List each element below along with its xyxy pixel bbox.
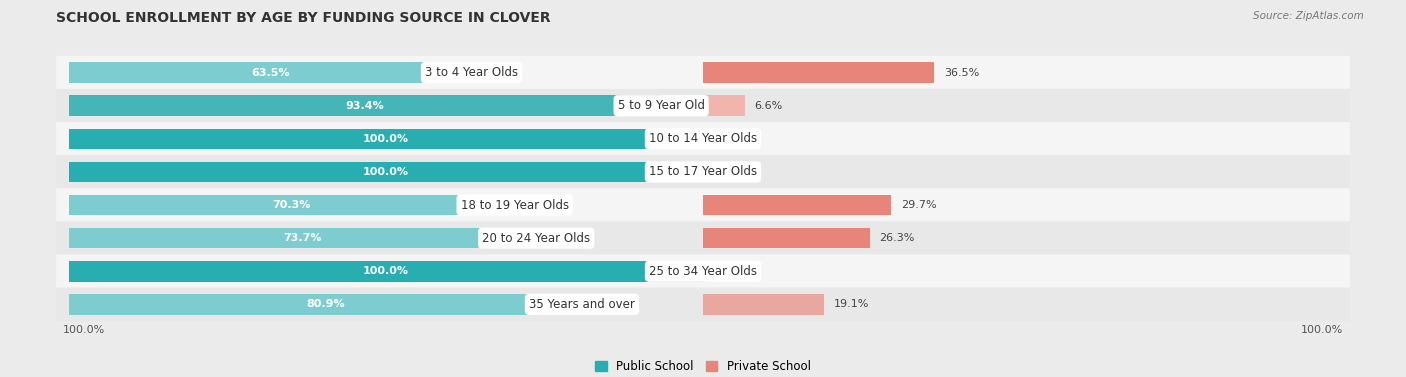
Bar <box>703 195 891 215</box>
Bar <box>69 95 661 116</box>
FancyBboxPatch shape <box>56 122 1350 156</box>
Text: 100.0%: 100.0% <box>363 134 409 144</box>
FancyBboxPatch shape <box>56 288 1350 321</box>
Text: 100.0%: 100.0% <box>363 167 409 177</box>
Legend: Public School, Private School: Public School, Private School <box>591 356 815 377</box>
FancyBboxPatch shape <box>56 155 1350 189</box>
Bar <box>69 261 703 282</box>
Text: 70.3%: 70.3% <box>273 200 311 210</box>
Text: 6.6%: 6.6% <box>755 101 783 111</box>
Bar <box>703 162 713 182</box>
Text: SCHOOL ENROLLMENT BY AGE BY FUNDING SOURCE IN CLOVER: SCHOOL ENROLLMENT BY AGE BY FUNDING SOUR… <box>56 11 551 25</box>
Bar <box>703 228 870 248</box>
Text: 26.3%: 26.3% <box>879 233 915 243</box>
Text: 19.1%: 19.1% <box>834 299 869 310</box>
Text: 5 to 9 Year Old: 5 to 9 Year Old <box>617 99 704 112</box>
FancyBboxPatch shape <box>56 188 1350 222</box>
Bar <box>69 294 582 315</box>
Text: 0.0%: 0.0% <box>723 134 751 144</box>
FancyBboxPatch shape <box>56 254 1350 288</box>
Bar <box>703 294 824 315</box>
Bar <box>69 129 703 149</box>
Text: 29.7%: 29.7% <box>901 200 936 210</box>
Text: 73.7%: 73.7% <box>284 233 322 243</box>
Text: 93.4%: 93.4% <box>346 101 384 111</box>
Bar <box>69 162 703 182</box>
Text: Source: ZipAtlas.com: Source: ZipAtlas.com <box>1253 11 1364 21</box>
Bar <box>703 261 713 282</box>
Text: 80.9%: 80.9% <box>307 299 344 310</box>
Text: 10 to 14 Year Olds: 10 to 14 Year Olds <box>650 132 756 146</box>
Text: 25 to 34 Year Olds: 25 to 34 Year Olds <box>650 265 756 278</box>
Text: 18 to 19 Year Olds: 18 to 19 Year Olds <box>461 199 569 211</box>
Text: 20 to 24 Year Olds: 20 to 24 Year Olds <box>482 231 591 245</box>
Bar <box>69 228 536 248</box>
Text: 0.0%: 0.0% <box>723 167 751 177</box>
Bar <box>703 62 935 83</box>
Text: 36.5%: 36.5% <box>943 67 979 78</box>
Bar <box>703 129 713 149</box>
FancyBboxPatch shape <box>56 221 1350 255</box>
Bar <box>703 95 745 116</box>
Text: 63.5%: 63.5% <box>252 67 290 78</box>
Text: 3 to 4 Year Olds: 3 to 4 Year Olds <box>425 66 519 79</box>
Text: 15 to 17 Year Olds: 15 to 17 Year Olds <box>650 166 756 178</box>
Text: 100.0%: 100.0% <box>363 266 409 276</box>
Bar <box>69 195 515 215</box>
Text: 100.0%: 100.0% <box>1301 325 1343 335</box>
Text: 100.0%: 100.0% <box>63 325 105 335</box>
Text: 0.0%: 0.0% <box>723 266 751 276</box>
FancyBboxPatch shape <box>56 56 1350 89</box>
Bar <box>69 62 471 83</box>
Text: 35 Years and over: 35 Years and over <box>529 298 636 311</box>
FancyBboxPatch shape <box>56 89 1350 123</box>
